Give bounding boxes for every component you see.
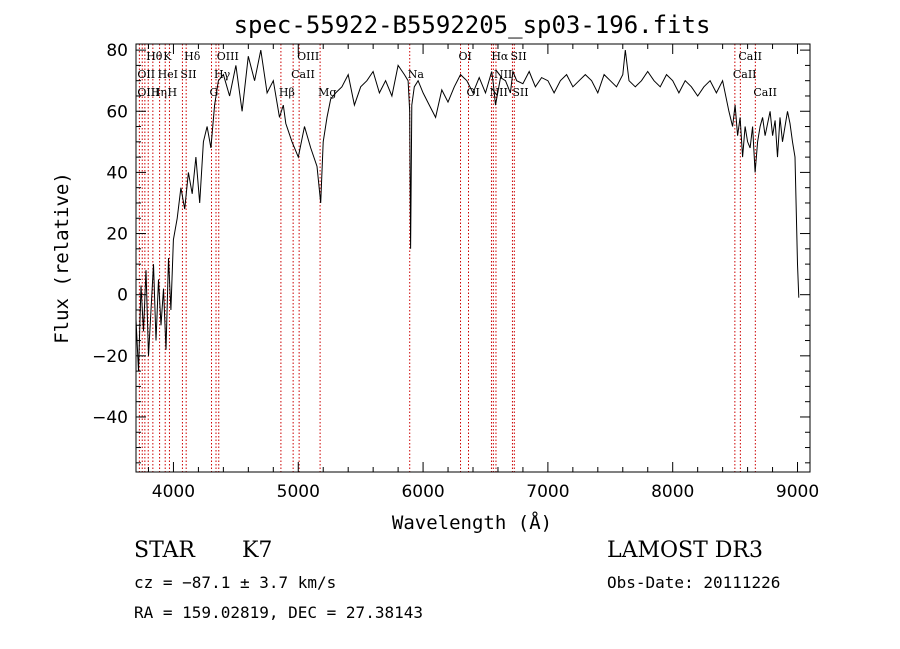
line-label: H xyxy=(167,86,177,99)
spectrum-line xyxy=(136,50,800,372)
x-tick-label: 6000 xyxy=(401,482,444,502)
line-label: SII xyxy=(512,86,528,99)
y-axis-label: Flux (relative) xyxy=(51,172,73,344)
line-label: Hδ xyxy=(184,50,201,63)
line-label: OII xyxy=(137,68,155,81)
observation-date: Obs-Date: 20111226 xyxy=(607,573,781,592)
line-label: Hγ xyxy=(214,68,231,81)
line-label: G xyxy=(210,86,219,99)
redshift-velocity: cz = −87.1 ± 3.7 km/s xyxy=(134,573,337,592)
line-label: CaII xyxy=(738,50,762,63)
x-tick-label: 9000 xyxy=(776,482,819,502)
x-tick-label: 7000 xyxy=(526,482,569,502)
y-tick-label: −20 xyxy=(92,347,128,367)
line-label: OIII xyxy=(297,50,319,63)
line-label: Mg xyxy=(318,86,336,99)
line-label: Hη xyxy=(151,86,167,99)
emission-line-markers xyxy=(138,44,756,472)
line-label: Hβ xyxy=(279,86,295,99)
line-label: CaII xyxy=(733,68,757,81)
line-label: OIII xyxy=(137,86,159,99)
line-label: CaII xyxy=(291,68,315,81)
chart-title: spec-55922-B5592205_sp03-196.fits xyxy=(234,11,711,39)
line-label: NII xyxy=(494,68,512,81)
x-axis-label: Wavelength (Å) xyxy=(392,511,552,534)
x-tick-label: 8000 xyxy=(651,482,694,502)
plot-frame xyxy=(135,43,811,473)
spectral-subclass: K7 xyxy=(242,538,273,563)
line-label: OIII xyxy=(217,50,239,63)
y-tick-label: −40 xyxy=(92,408,128,428)
line-label: SII xyxy=(180,68,196,81)
x-axis: 4000 5000 6000 7000 8000 9000 xyxy=(147,44,819,502)
line-label: Hθ xyxy=(146,50,163,63)
y-tick-label: 0 xyxy=(117,286,128,306)
y-axis: −40 −20 0 20 40 60 80 xyxy=(92,41,810,464)
object-class: STAR xyxy=(134,538,195,563)
line-label: Hα xyxy=(491,50,509,63)
coordinates: RA = 159.02819, DEC = 27.38143 xyxy=(134,603,423,622)
y-tick-label: 20 xyxy=(106,225,128,245)
survey-name: LAMOST DR3 xyxy=(607,538,763,563)
x-tick-label: 5000 xyxy=(277,482,320,502)
line-label: SII xyxy=(510,50,526,63)
line-label: OI xyxy=(459,50,472,63)
x-tick-label: 4000 xyxy=(152,482,195,502)
y-tick-label: 60 xyxy=(106,102,128,122)
line-label: Na xyxy=(408,68,425,81)
line-label: K xyxy=(163,50,172,63)
line-label: HeI xyxy=(158,68,178,81)
y-tick-label: 40 xyxy=(106,163,128,183)
line-label: CaII xyxy=(753,86,777,99)
y-tick-label: 80 xyxy=(106,41,128,61)
